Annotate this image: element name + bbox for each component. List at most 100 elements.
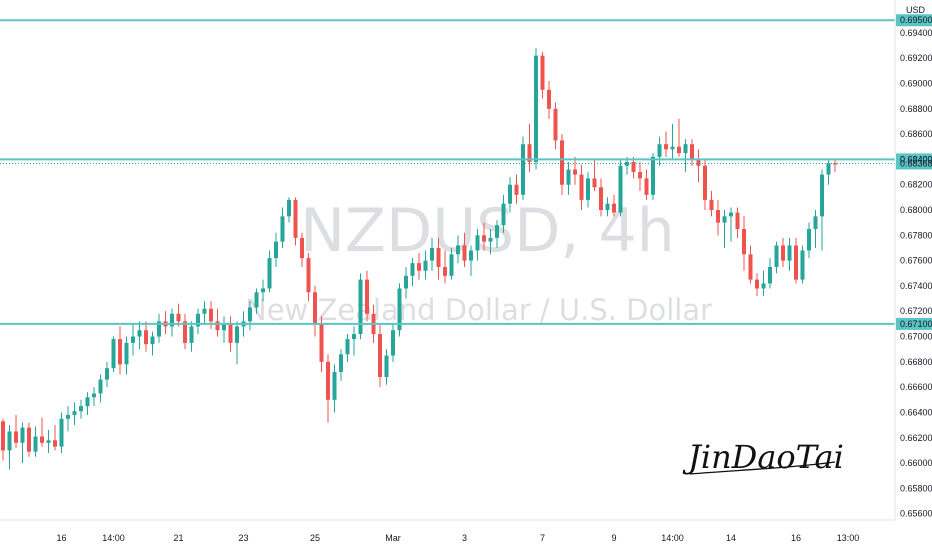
candle	[358, 273, 363, 340]
candle	[105, 361, 109, 388]
candle-body	[118, 339, 122, 365]
price-tick-label: 0.65600	[900, 509, 932, 519]
candle	[618, 159, 623, 217]
candle	[696, 149, 701, 183]
candle-body	[202, 308, 207, 314]
watermark: NZDUSD, 4h New Zealand Dollar / U.S. Dol…	[245, 196, 712, 327]
price-tick-label: 0.67400	[900, 281, 932, 291]
signature-text: JinDaoTai	[682, 438, 844, 476]
candle-body	[430, 247, 434, 261]
candle	[449, 247, 454, 280]
candle	[443, 250, 447, 284]
candle-body	[7, 431, 12, 451]
price-tick-label: 0.67200	[900, 306, 932, 316]
price-tick-label: 0.68800	[900, 104, 932, 114]
candle	[189, 321, 194, 352]
candle	[59, 412, 64, 453]
candle-body	[612, 203, 616, 213]
time-tick-label: 25	[310, 533, 320, 543]
candle	[540, 51, 545, 99]
candle-body	[573, 169, 577, 175]
time-tick-label: 21	[173, 533, 183, 543]
signature: JinDaoTai	[682, 438, 844, 476]
candle	[560, 134, 564, 195]
time-axis[interactable]: 16 14:00 21 23 25 Mar 3 7 9 14:00 14 16 13:00	[0, 519, 895, 543]
candle	[40, 417, 44, 447]
candle-body	[222, 323, 226, 331]
candle	[761, 270, 766, 297]
candle	[794, 237, 798, 284]
candle	[508, 177, 512, 213]
candle-body	[228, 323, 233, 343]
candle-body	[774, 245, 779, 267]
candle	[501, 194, 506, 233]
candle	[215, 308, 220, 337]
candle	[527, 123, 532, 173]
candle-body	[300, 237, 304, 259]
candle	[293, 197, 298, 246]
candle-body	[105, 368, 109, 380]
candle-body	[274, 241, 278, 259]
candle-body	[326, 361, 330, 400]
candle-body	[456, 245, 460, 255]
candle	[651, 153, 655, 200]
price-axis[interactable]: USD 0.69400 0.69200 0.69000 0.68800 0.68600 0…	[894, 0, 932, 520]
candle	[287, 197, 291, 223]
time-tick-label: 14:00	[661, 533, 684, 543]
candle-body	[462, 245, 467, 261]
candle-body	[657, 144, 662, 157]
candle	[14, 414, 18, 448]
watermark-timeframe: , 4h	[560, 196, 674, 266]
candle-body	[378, 334, 382, 378]
price-tick-label: 0.68400	[900, 154, 932, 164]
candle	[475, 229, 480, 261]
candle-body	[313, 292, 317, 324]
candle	[495, 220, 499, 248]
candle-body	[352, 334, 356, 340]
candle	[118, 326, 122, 375]
candle-body	[781, 245, 785, 261]
candle-body	[826, 163, 831, 175]
time-tick-label: 23	[238, 533, 248, 543]
candle	[352, 326, 356, 356]
candle	[170, 308, 174, 337]
candle-body	[85, 397, 90, 407]
candle	[729, 207, 733, 242]
candle-body	[215, 321, 220, 331]
candles-layer	[1, 48, 837, 470]
candle	[326, 354, 330, 423]
candle-body	[209, 308, 213, 322]
price-tick-label: 0.68200	[900, 180, 932, 190]
candle	[709, 191, 714, 217]
candle	[306, 253, 311, 302]
watermark-subtitle: New Zealand Dollar / U.S. Dollar	[245, 293, 712, 327]
candle	[163, 311, 168, 335]
price-tick-label: 0.66600	[900, 382, 932, 392]
currency-label: USD	[906, 5, 926, 15]
candle-body	[534, 55, 538, 162]
time-tick-label: 14:00	[102, 533, 125, 543]
candle-body	[547, 89, 551, 109]
candle-body	[644, 178, 649, 195]
price-tick-label: 0.65800	[900, 483, 932, 493]
candle	[599, 178, 603, 217]
candle	[137, 321, 142, 350]
candle	[339, 349, 343, 381]
candle	[397, 283, 402, 337]
price-tick-label: 0.66400	[900, 407, 932, 417]
candle-body	[560, 140, 564, 185]
horizontal-levels[interactable]: 0.69500 0.68400 0.67100 0.68368	[0, 14, 932, 330]
candle-body	[449, 254, 454, 276]
candle	[1, 418, 5, 461]
candle-body	[404, 275, 408, 289]
price-tick-label: 0.67000	[900, 332, 932, 342]
candle-body	[521, 144, 525, 195]
candle-body	[248, 307, 252, 322]
candle-body	[254, 292, 259, 308]
candle-body	[618, 165, 623, 213]
candle-body	[553, 108, 558, 141]
candle-body	[703, 165, 707, 200]
price-tick-label: 0.68600	[900, 129, 932, 139]
